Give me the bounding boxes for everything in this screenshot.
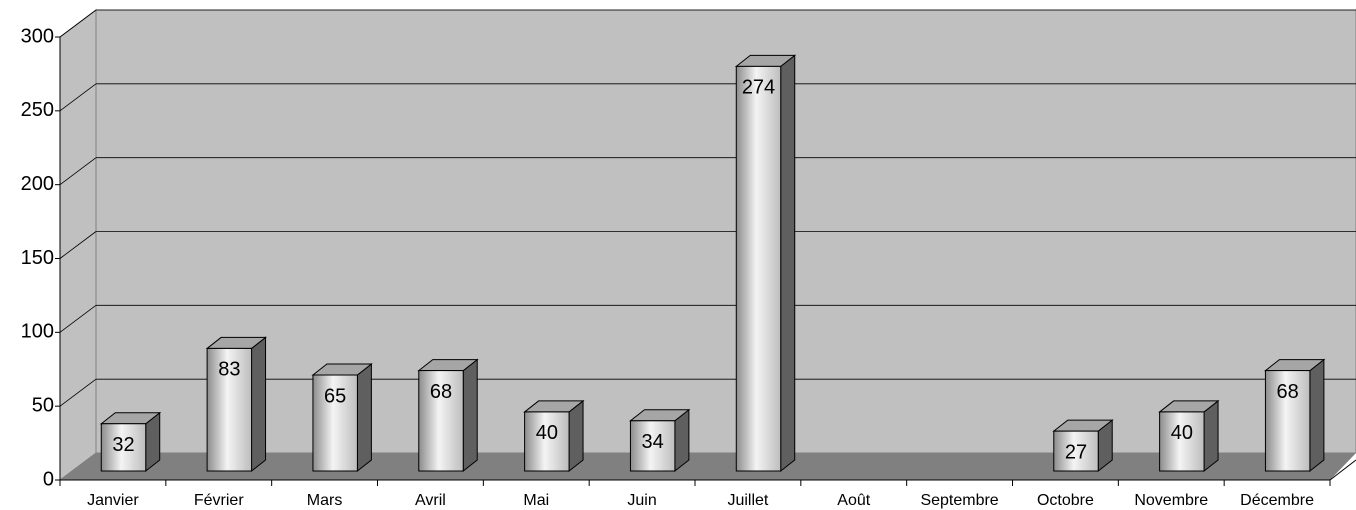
bar [1053, 430, 1099, 472]
bar [524, 411, 570, 472]
y-tick-label: 250 [21, 99, 54, 121]
grid-line [59, 231, 97, 259]
value-label: 68 [430, 381, 452, 403]
value-label: 40 [536, 422, 558, 444]
value-label: 34 [642, 431, 664, 453]
x-tick-label: Juillet [727, 492, 768, 509]
grid-line [59, 83, 97, 112]
bar [1159, 411, 1205, 472]
value-label: 32 [112, 434, 134, 456]
value-label: 83 [218, 359, 240, 381]
x-tick-label: Août [837, 492, 870, 509]
x-tick-label: Mai [523, 492, 549, 509]
value-label: 274 [742, 77, 775, 99]
bar [735, 65, 782, 472]
y-tick-label: 200 [21, 173, 54, 195]
bar [206, 347, 253, 472]
bar-side [568, 399, 584, 473]
bar [629, 420, 676, 472]
x-tick-label: Décembre [1240, 492, 1314, 509]
y-tick-label: 150 [21, 247, 54, 269]
y-tick-label: 300 [21, 25, 54, 47]
y-tick-label: 100 [21, 321, 54, 343]
bar [418, 370, 464, 472]
floor [60, 453, 1356, 480]
grid-line [59, 9, 97, 38]
floor-edge [1329, 459, 1356, 481]
bar [1264, 370, 1311, 472]
x-tick-label: Mars [307, 492, 343, 509]
x-tick-label: Octobre [1037, 492, 1094, 509]
bar-side [1203, 399, 1219, 473]
bar-side [462, 358, 478, 473]
x-tick-label: Novembre [1134, 492, 1208, 509]
x-tick-label: Septembre [920, 492, 998, 509]
value-label: 27 [1065, 441, 1087, 463]
grid [59, 9, 1356, 407]
bar [312, 374, 358, 472]
x-tick-label: Janvier [87, 492, 139, 509]
grid-line [59, 157, 97, 185]
bar-side [780, 54, 796, 473]
grid-line [59, 378, 97, 407]
grid-line [59, 305, 97, 333]
value-label: 65 [324, 385, 346, 407]
value-label: 68 [1277, 381, 1299, 403]
y-tick-label: 0 [43, 468, 54, 490]
x-tick-label: Juin [627, 492, 656, 509]
bar [100, 423, 147, 472]
bars: 32 83 65 68 40 34 274 27 40 68 [99, 54, 1326, 473]
value-label: 40 [1171, 422, 1193, 444]
x-tick-label: Avril [415, 492, 446, 509]
y-tick-label: 50 [32, 394, 54, 416]
bar-side [356, 362, 372, 473]
bar-side [1309, 358, 1325, 473]
bar-side [251, 336, 267, 473]
x-tick-label: Février [194, 492, 244, 509]
